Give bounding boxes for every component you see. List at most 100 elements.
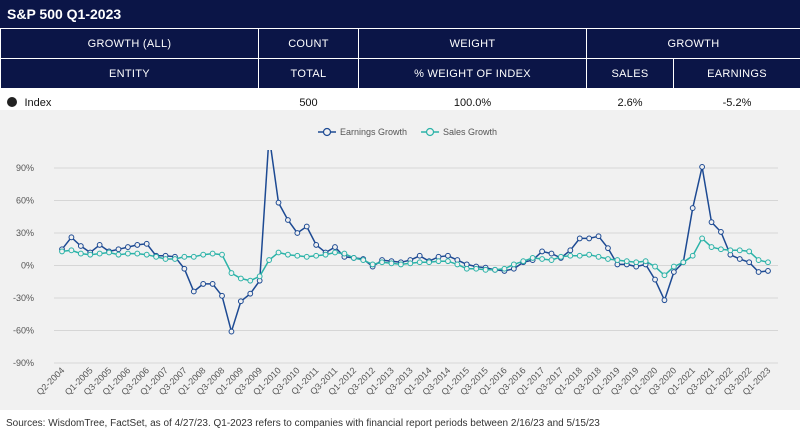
count-cell: 500 <box>299 97 318 109</box>
data-point <box>275 249 282 256</box>
data-point <box>388 260 395 267</box>
data-point <box>445 252 451 259</box>
y-tick-label: -60% <box>13 326 34 336</box>
data-point <box>303 253 310 260</box>
legend-swatch-marker <box>425 127 435 137</box>
data-point <box>172 256 178 262</box>
data-point <box>68 247 75 254</box>
data-point <box>350 255 357 261</box>
data-point <box>219 251 225 258</box>
header-cell: WEIGHT <box>358 28 587 59</box>
data-point <box>576 252 583 259</box>
data-point <box>153 253 160 260</box>
header-row: ENTITY TOTAL % WEIGHT OF INDEX SALES EAR… <box>0 58 800 89</box>
data-point <box>200 251 207 258</box>
data-point <box>77 243 84 249</box>
data-point <box>680 259 687 266</box>
data-point <box>181 253 188 260</box>
data-point <box>416 259 423 266</box>
data-point <box>294 252 301 259</box>
data-point <box>520 258 527 265</box>
data-point <box>190 253 197 260</box>
data-point <box>360 257 367 263</box>
header-cell: % WEIGHT OF INDEX <box>358 58 587 89</box>
data-point <box>567 252 574 259</box>
data-point <box>266 257 272 263</box>
data-point <box>595 253 602 260</box>
header-cell: COUNT <box>258 28 359 59</box>
data-point <box>237 298 244 305</box>
data-point <box>228 270 235 276</box>
data-point <box>247 277 254 284</box>
data-point <box>454 261 461 268</box>
sales-cell: 2.6% <box>617 97 643 109</box>
data-point <box>576 235 583 242</box>
data-point <box>190 288 197 295</box>
data-point <box>670 263 677 270</box>
data-point <box>209 250 216 257</box>
data-point <box>718 246 724 253</box>
data-point <box>115 251 122 258</box>
y-tick-label: 60% <box>16 196 34 206</box>
data-point <box>332 249 338 256</box>
data-point <box>605 245 611 252</box>
data-point <box>746 248 753 255</box>
data-point <box>558 253 564 260</box>
data-point <box>247 290 254 297</box>
data-point <box>397 261 404 268</box>
data-point <box>699 164 706 170</box>
data-point <box>416 252 423 259</box>
data-point <box>482 266 489 273</box>
data-point <box>96 250 103 257</box>
data-point <box>736 247 743 254</box>
data-point <box>134 250 141 257</box>
data-point <box>718 229 724 235</box>
data-point <box>341 250 348 257</box>
data-point <box>134 242 141 248</box>
data-point <box>445 258 451 265</box>
data-point <box>313 252 320 259</box>
data-point <box>755 269 762 275</box>
data-point <box>539 248 545 255</box>
data-point <box>143 240 150 247</box>
header-row: GROWTH (ALL) COUNT WEIGHT GROWTH <box>0 28 800 59</box>
data-point <box>708 244 715 250</box>
data-point <box>369 261 376 268</box>
data-point <box>463 265 470 272</box>
header-cell: ENTITY <box>0 58 259 89</box>
data-point <box>181 265 188 272</box>
data-point <box>275 199 282 206</box>
entity-cell[interactable]: Index <box>1 89 259 118</box>
data-point <box>755 257 762 263</box>
data-point <box>661 272 668 279</box>
page-title: S&P 500 Q1-2023 <box>0 0 800 28</box>
data-point <box>661 297 668 304</box>
data-point <box>567 247 574 254</box>
data-point <box>143 251 150 258</box>
data-point <box>303 223 310 230</box>
series-line <box>61 150 769 335</box>
data-point <box>595 233 602 240</box>
data-point <box>548 257 555 263</box>
data-point <box>473 265 480 272</box>
data-row: Index 500 100.0% 2.6% -5.2% <box>1 89 800 118</box>
data-point <box>209 281 216 287</box>
data-point <box>96 242 103 248</box>
data-point <box>652 263 658 270</box>
data-point <box>332 244 338 250</box>
plot-area <box>59 150 771 335</box>
data-point <box>765 259 771 266</box>
data-point <box>87 251 94 258</box>
earnings-cell: -5.2% <box>722 97 752 109</box>
data-point <box>727 247 734 254</box>
header-cell: TOTAL <box>258 58 359 89</box>
data-point <box>106 249 112 256</box>
header-cell: GROWTH <box>586 28 800 59</box>
data-point <box>115 246 122 253</box>
data-point <box>614 257 621 263</box>
data-point <box>379 259 385 266</box>
data-point <box>294 230 301 236</box>
data-point <box>623 258 630 265</box>
data-point <box>765 268 771 274</box>
